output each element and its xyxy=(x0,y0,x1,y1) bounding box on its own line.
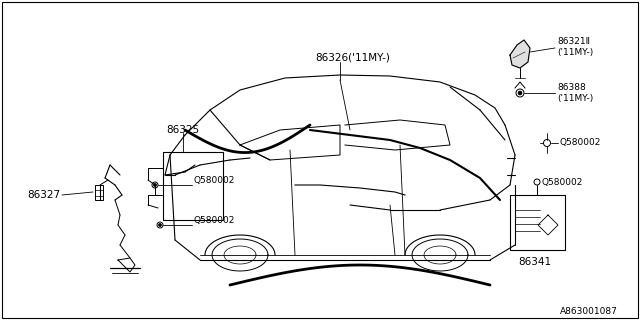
Bar xyxy=(163,152,223,220)
Text: 86325: 86325 xyxy=(166,125,200,135)
Bar xyxy=(510,195,565,250)
Circle shape xyxy=(518,91,522,95)
Text: 86321Ⅱ: 86321Ⅱ xyxy=(557,37,590,46)
Text: 86327: 86327 xyxy=(27,190,60,200)
Circle shape xyxy=(159,224,161,226)
Text: ('11MY-): ('11MY-) xyxy=(557,47,593,57)
Text: 86341: 86341 xyxy=(518,257,552,267)
Text: Q580002: Q580002 xyxy=(542,178,584,187)
Circle shape xyxy=(154,184,156,186)
Text: ('11MY-): ('11MY-) xyxy=(557,94,593,103)
Polygon shape xyxy=(510,40,530,68)
Text: Q580002: Q580002 xyxy=(194,215,236,225)
Text: 86326('11MY-): 86326('11MY-) xyxy=(315,52,390,62)
Text: 86388: 86388 xyxy=(557,84,586,92)
Text: A863001087: A863001087 xyxy=(560,308,618,316)
Text: Q580002: Q580002 xyxy=(194,175,236,185)
Text: Q580002: Q580002 xyxy=(560,139,602,148)
Bar xyxy=(95,185,103,200)
